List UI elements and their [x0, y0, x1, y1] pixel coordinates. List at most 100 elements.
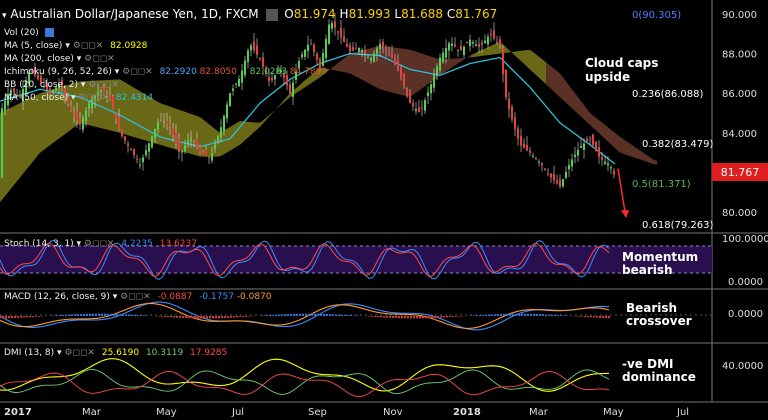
candle-body	[241, 70, 243, 83]
ma50-line	[0, 52, 616, 165]
cloud-segment	[303, 79, 306, 89]
toolbar-icons[interactable]: ⚙◻◻✕	[120, 292, 151, 302]
candle-body	[529, 150, 531, 153]
toolbar-icons[interactable]: ⚙◻◻✕	[122, 67, 153, 77]
chevron-down-icon[interactable]: ▾	[2, 11, 7, 21]
candle-body	[184, 145, 186, 151]
time-axis-label: May	[603, 407, 624, 418]
chevron-down-icon[interactable]: ▾	[80, 80, 86, 90]
chevron-down-icon[interactable]: ▾	[114, 67, 120, 77]
toolbar-icons[interactable]: ⚙◻◻✕	[88, 80, 119, 90]
cloud-segment	[378, 45, 381, 90]
indicator-row[interactable]: MA (50, close) ▾ ⚙◻◻✕ 82.4314	[4, 91, 327, 104]
cloud-segment	[546, 62, 549, 88]
cloud-segment	[603, 123, 606, 140]
dmi-minus-value: 17.9285	[190, 348, 228, 358]
candle-body	[346, 43, 348, 47]
cloud-segment	[474, 52, 477, 58]
stoch-legend: Stoch (14, 3, 1) ▾ ⚙◻◻✕ 4.2235 13.6237	[4, 239, 197, 249]
candle-body	[532, 155, 534, 157]
indicator-row[interactable]: MA (200, close) ▾ ⚙◻◻✕	[4, 52, 327, 65]
candle-body	[19, 94, 21, 98]
cloud-segment	[486, 46, 489, 56]
cloud-segment	[369, 47, 372, 86]
cloud-segment	[465, 56, 468, 59]
cloud-segment	[321, 67, 324, 77]
candle-body	[481, 42, 483, 45]
cloud-segment	[324, 68, 327, 75]
cloud-segment	[360, 50, 363, 81]
cloud-segment	[384, 46, 387, 92]
indicator-row[interactable]: Ichimoku (9, 26, 52, 26) ▾ ⚙◻◻✕ 82.2920 …	[4, 65, 327, 78]
chevron-down-icon[interactable]: ▾	[76, 54, 82, 64]
cloud-segment	[246, 121, 249, 140]
settings-icon[interactable]	[44, 28, 54, 37]
toolbar-icons[interactable]: ⚙◻◻✕	[72, 41, 104, 51]
candle-body	[301, 54, 303, 58]
cloud-segment	[459, 58, 462, 63]
cloud-segment	[537, 55, 540, 79]
candle-body	[499, 39, 501, 46]
toolbar-icons[interactable]: ⚙◻◻✕	[78, 93, 110, 103]
cloud-segment	[450, 58, 453, 69]
cloud-segment	[522, 50, 525, 65]
cloud-segment	[222, 129, 225, 156]
candle-body	[250, 45, 252, 51]
chevron-down-icon[interactable]: ▾	[57, 348, 62, 358]
candle-body	[439, 57, 441, 71]
candle-body	[358, 48, 360, 52]
cloud-segment	[543, 59, 546, 85]
cloud-segment	[273, 108, 276, 113]
candle-body	[496, 41, 498, 43]
cloud-segment	[414, 50, 417, 95]
cloud-segment	[267, 114, 270, 120]
cloud-segment	[126, 82, 129, 136]
candle-body	[610, 167, 612, 169]
candle-body	[604, 161, 606, 164]
candle-body	[511, 106, 513, 120]
cloud-segment	[636, 147, 639, 160]
candle-body	[61, 79, 63, 89]
indicator-label: Stoch (14, 3, 1)	[4, 239, 74, 249]
cloud-segment	[297, 84, 300, 93]
candle-body	[13, 88, 15, 93]
toolbar-icons[interactable]: ⚙◻◻✕	[83, 239, 115, 249]
candle-body	[391, 52, 393, 58]
eye-icon[interactable]	[266, 8, 279, 21]
candle-body	[67, 96, 69, 104]
cloud-segment	[615, 132, 618, 151]
indicator-row[interactable]: Vol (20)	[4, 26, 327, 39]
cloud-segment	[138, 90, 141, 140]
indicator-value: 84.7869	[289, 67, 328, 77]
indicator-row[interactable]: BB (20, close, 2) ▾ ⚙◻◻✕	[4, 78, 327, 91]
chevron-down-icon[interactable]: ▾	[65, 41, 70, 51]
toolbar-icons[interactable]: ⚙◻◻✕	[84, 54, 115, 64]
indicator-row[interactable]: MA (5, close) ▾ ⚙◻◻✕ 82.0928	[4, 39, 327, 52]
cloud-segment	[642, 151, 645, 162]
cloud-segment	[336, 62, 339, 72]
candle-body	[547, 173, 549, 175]
cloud-segment	[372, 46, 375, 87]
candle-body	[220, 127, 222, 138]
cloud-segment	[651, 157, 654, 165]
indicator-label: Ichimoku (9, 26, 52, 26)	[4, 67, 112, 77]
candle-body	[457, 49, 459, 51]
indicator-value: 82.8050	[199, 67, 237, 77]
dmi-minus-line	[0, 370, 610, 398]
chevron-down-icon[interactable]: ▾	[112, 292, 118, 302]
chevron-down-icon[interactable]: ▾	[76, 239, 82, 249]
candle-body	[121, 129, 123, 137]
cloud-segment	[15, 104, 18, 184]
candle-body	[115, 113, 117, 120]
forecast-arrow-head	[621, 210, 629, 219]
cloud-segment	[606, 125, 609, 143]
chevron-down-icon[interactable]: ▾	[71, 93, 76, 103]
candle-body	[178, 138, 180, 152]
cloud-segment	[315, 69, 318, 81]
candle-body	[319, 59, 321, 68]
cloud-segment	[444, 59, 447, 73]
toolbar-icons[interactable]: ⚙◻◻✕	[64, 348, 95, 358]
candle-body	[406, 87, 408, 95]
cloud-segment	[9, 107, 12, 192]
